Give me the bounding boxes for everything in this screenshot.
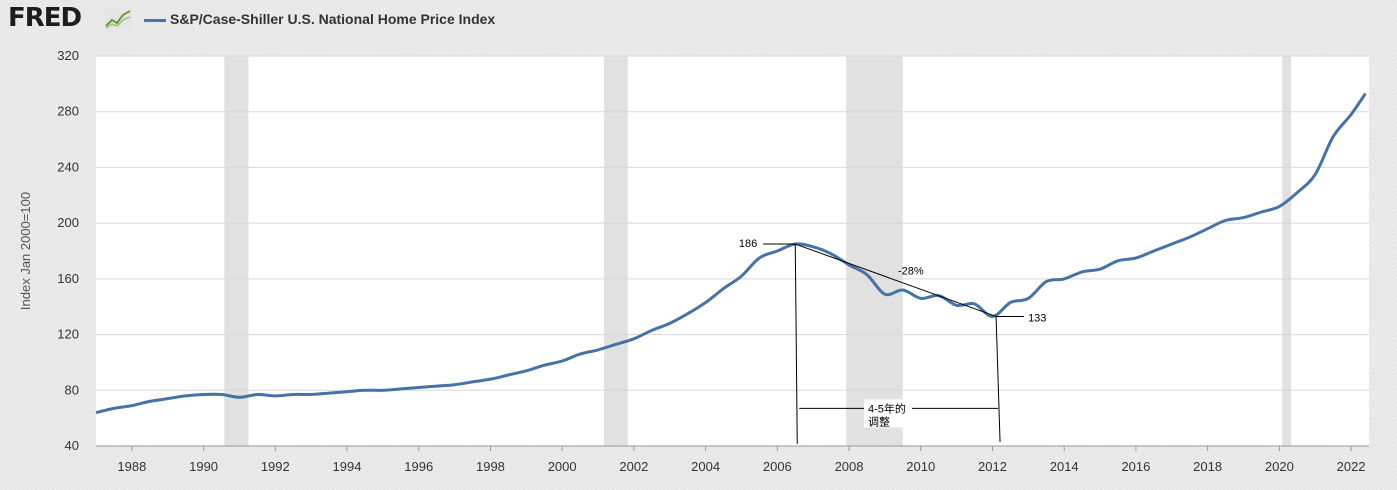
- trough-drop-line: [995, 316, 1001, 443]
- peak-label: 186: [739, 238, 757, 250]
- plot-area: [96, 56, 1369, 446]
- duration-label-line2: 调整: [868, 414, 890, 428]
- y-tick-label-120: 120: [57, 327, 79, 342]
- x-tick-label-1994: 1994: [333, 459, 362, 474]
- x-tick-label-2012: 2012: [978, 459, 1007, 474]
- x-tick-label-1992: 1992: [261, 459, 290, 474]
- y-tick-label-200: 200: [57, 215, 79, 230]
- x-tick-label-2008: 2008: [835, 459, 864, 474]
- y-tick-label-40: 40: [65, 438, 79, 453]
- legend-swatch: [144, 19, 166, 22]
- chart-line-icon: [104, 8, 132, 30]
- x-tick-label-1998: 1998: [476, 459, 505, 474]
- x-tick-label-2006: 2006: [763, 459, 792, 474]
- y-axis-label: Index Jan 2000=100: [18, 192, 33, 310]
- recession-band-0: [224, 56, 249, 446]
- x-tick-label-1988: 1988: [117, 459, 146, 474]
- series-line: [95, 92, 1367, 415]
- chart-header: FRED S&P/Case-Shiller U.S. National Home…: [0, 0, 1397, 40]
- fred-logo[interactable]: FRED: [8, 3, 82, 33]
- y-tick-label-80: 80: [65, 382, 79, 397]
- y-tick-label-160: 160: [57, 271, 79, 286]
- recession-band-1: [604, 56, 628, 446]
- x-tick-label-1996: 1996: [404, 459, 433, 474]
- x-tick-label-2004: 2004: [691, 459, 720, 474]
- peak-drop-line: [794, 244, 798, 445]
- x-tick-label-2018: 2018: [1193, 459, 1222, 474]
- x-tick-label-2014: 2014: [1050, 459, 1079, 474]
- x-tick-label-2002: 2002: [619, 459, 648, 474]
- x-tick-label-2020: 2020: [1265, 459, 1294, 474]
- duration-label-line1: 4-5年的: [868, 401, 906, 415]
- recession-band-3: [1282, 56, 1292, 446]
- y-tick-label-240: 240: [57, 159, 79, 174]
- y-tick-label-280: 280: [57, 104, 79, 119]
- change-label: -28%: [898, 266, 924, 278]
- duration-label-bg: [864, 399, 912, 428]
- x-tick-label-2010: 2010: [906, 459, 935, 474]
- x-tick-label-1990: 1990: [189, 459, 218, 474]
- decline-line: [795, 243, 997, 317]
- legend-series-title: S&P/Case-Shiller U.S. National Home Pric…: [170, 11, 496, 27]
- recession-band-2: [846, 56, 903, 446]
- x-tick-label-2016: 2016: [1121, 459, 1150, 474]
- x-tick-label-2022: 2022: [1337, 459, 1366, 474]
- y-tick-label-320: 320: [57, 48, 79, 63]
- trough-label: 133: [1028, 312, 1046, 324]
- x-tick-label-2000: 2000: [548, 459, 577, 474]
